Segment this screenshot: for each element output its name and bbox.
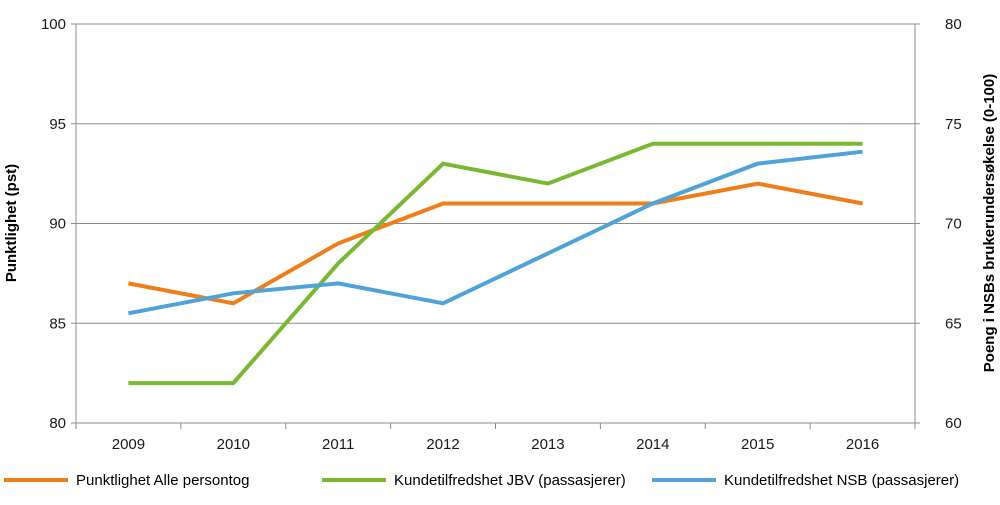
x-tick-label: 2012	[426, 436, 459, 453]
series-line-2	[128, 141, 863, 386]
right-tick-label: 60	[945, 415, 962, 432]
left-axis-ticks: 80 85 90 95 100	[41, 16, 76, 432]
x-tick-label: 2013	[531, 436, 564, 453]
legend-label: Kundetilfredshet JBV (passasjerer)	[394, 472, 626, 489]
right-axis-title: Poeng i NSBs brukerundersøkelse (0-100)	[981, 74, 998, 372]
left-tick-label: 85	[49, 315, 66, 332]
left-tick-label: 95	[49, 116, 66, 133]
x-tick-label: 2014	[636, 436, 669, 453]
gridlines	[76, 23, 915, 424]
left-tick-label: 100	[41, 16, 66, 33]
right-axis-ticks: 60 65 70 75 80	[915, 16, 962, 432]
x-tick-label: 2011	[322, 436, 354, 453]
legend-label: Punktlighet Alle persontog	[76, 472, 249, 489]
x-tick-label: 2010	[217, 436, 250, 453]
right-tick-label: 80	[945, 16, 962, 33]
x-axis-ticks: 2009 2010 2011 2012 2013 2014 2015 2016	[75, 423, 916, 453]
x-tick-label: 2016	[846, 436, 879, 453]
series-lines	[128, 141, 863, 386]
left-axis-title: Punktlighet (pst)	[3, 164, 20, 282]
x-tick-label: 2009	[112, 436, 145, 453]
left-tick-label: 80	[49, 415, 66, 432]
legend-label: Kundetilfredshet NSB (passasjerer)	[724, 472, 959, 489]
right-tick-label: 75	[945, 116, 962, 133]
right-tick-label: 70	[945, 216, 962, 233]
x-tick-label: 2015	[741, 436, 774, 453]
legend: Punktlighet Alle persontog Kundetilfredsh…	[4, 472, 959, 489]
right-tick-label: 65	[945, 315, 962, 332]
left-tick-label: 90	[49, 216, 66, 233]
series-line-3	[128, 149, 863, 316]
series-line-1	[128, 181, 863, 306]
